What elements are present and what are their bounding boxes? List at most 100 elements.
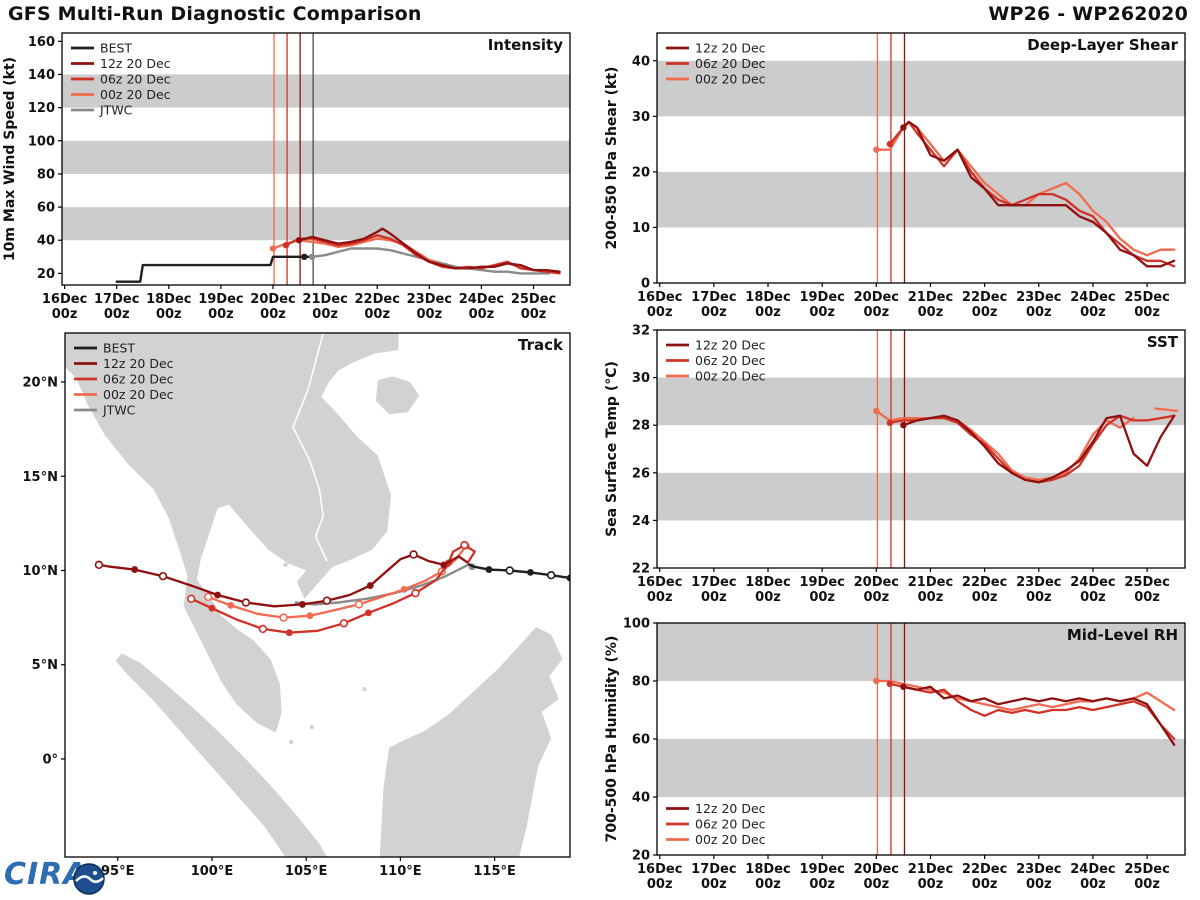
band <box>657 623 1185 681</box>
rh-xtick-label: 18Dec <box>745 862 790 877</box>
rh-ytick-label: 80 <box>632 675 650 690</box>
band <box>657 739 1185 797</box>
legend-label: 06z 20 Dec <box>100 72 171 87</box>
track-ytick-label: 5°N <box>32 658 58 673</box>
track-fix-filled <box>208 604 216 612</box>
shear-xtick-label2: 00z <box>1080 305 1106 320</box>
sst-xtick-label: 18Dec <box>745 575 790 590</box>
track-fix-filled <box>400 585 408 593</box>
series-marker <box>308 253 316 261</box>
sst-frame <box>656 329 1186 569</box>
shear-xtick-label2: 00z <box>1026 305 1052 320</box>
intensity-chart: 2040608010012014016016Dec00z17Dec00z18De… <box>2 32 571 322</box>
intensity-xtick-label2: 00z <box>469 307 495 322</box>
intensity-xtick-label: 24Dec <box>459 292 504 307</box>
shear-xtick-label: 18Dec <box>745 290 790 305</box>
intensity-xtick-label: 21Dec <box>302 292 347 307</box>
landmass <box>375 376 420 415</box>
track-fix-open <box>354 600 364 609</box>
rh-ytick-label: 60 <box>632 733 650 748</box>
rh-xtick-label2: 00z <box>918 877 944 892</box>
series-r00 <box>875 409 1135 482</box>
landmass <box>65 333 399 733</box>
band <box>657 171 1185 228</box>
rh-xtick-label2: 00z <box>647 877 673 892</box>
track-xtick-label: 115°E <box>473 864 516 879</box>
shear-xtick-label: 20Dec <box>854 290 899 305</box>
rh-ytick-label: 100 <box>623 617 650 632</box>
intensity-ytick-label: 140 <box>28 68 55 83</box>
intensity-xtick-label2: 00z <box>260 307 286 322</box>
rh-xtick-label: 19Dec <box>799 862 844 877</box>
sst-ytick-label: 24 <box>632 514 650 529</box>
sst-ytick-label: 26 <box>632 466 650 481</box>
legend-label: 00z 20 Dec <box>695 369 766 384</box>
islet <box>309 724 315 730</box>
track-xtick-label: 110°E <box>379 864 422 879</box>
shear-xtick-label: 25Dec <box>1124 290 1169 305</box>
intensity-panel: 20 40 60 80 100 120 140 160 16Dec 00z 17Dec 00z 18De… <box>0 24 600 326</box>
intensity-panel-title: Intensity <box>488 36 564 54</box>
intensity-xtick-label2: 00z <box>208 307 234 322</box>
landmass <box>115 653 327 857</box>
legend-label: 06z 20 Dec <box>695 817 766 832</box>
intensity-y-axis-label: 10m Max Wind Speed (kt) <box>2 57 18 261</box>
track-fix-open <box>322 596 332 605</box>
series-marker <box>900 422 907 429</box>
rh-plot-area <box>657 623 1185 855</box>
rh-y-axis-label: 700-500 hPa Humidity (%) <box>604 636 620 843</box>
rh-xtick-label2: 00z <box>1080 877 1106 892</box>
sst-xtick-label: 23Dec <box>1016 575 1061 590</box>
shear-plot-area <box>657 33 1185 283</box>
sst-xtick-label2: 00z <box>647 590 673 602</box>
intensity-xtick-label2: 00z <box>156 307 182 322</box>
legend-label: 12z 20 Dec <box>695 41 766 56</box>
legend-label: 00z 20 Dec <box>695 832 766 847</box>
track-fix-filled <box>285 629 293 637</box>
track-ytick-label: 10°N <box>23 564 58 579</box>
legend-label: JTWC <box>99 103 133 118</box>
shear-ytick-label: 10 <box>632 221 650 236</box>
sst-xtick-label: 21Dec <box>908 575 953 590</box>
band <box>657 472 1185 521</box>
track-map: 0° 5°N 10°N 15°N 20°N 95°E 100°E 105°E 110°E 115°… <box>23 332 571 879</box>
track-fix-filled <box>566 574 570 582</box>
shear-xtick-label: 21Dec <box>908 290 953 305</box>
intensity-xtick-label: 22Dec <box>355 292 400 307</box>
track-fix-filled <box>485 566 493 573</box>
track-fix-filled <box>366 582 374 589</box>
track-panel-title: Track <box>518 336 564 354</box>
legend-label: 06z 20 Dec <box>695 353 766 368</box>
track-jtwc <box>294 563 469 606</box>
sst-xtick-label: 24Dec <box>1070 575 1115 590</box>
sst-xtick-label: 20Dec <box>854 575 899 590</box>
shear-ytick-label: 30 <box>632 110 650 125</box>
track-fix-open <box>94 560 104 570</box>
sst-xtick-label: 25Dec <box>1124 575 1169 590</box>
rh-xtick-label: 16Dec <box>637 862 682 877</box>
sst-xtick-label2: 00z <box>972 590 998 602</box>
intensity-ytick-label: 60 <box>37 201 55 216</box>
rh-ytick-label: 40 <box>632 791 650 806</box>
legend-label: 00z 20 Dec <box>100 87 171 102</box>
series-r12 <box>902 685 1176 746</box>
track-fix-open <box>546 571 556 580</box>
islet <box>288 739 294 745</box>
sst-xtick-label2: 00z <box>809 590 835 602</box>
legend-label: 06z 20 Dec <box>695 56 766 71</box>
shear-xtick-label: 24Dec <box>1070 290 1115 305</box>
track-r06 <box>190 543 476 634</box>
track-xtick-label: 100°E <box>191 864 234 879</box>
shear-xtick-label2: 00z <box>918 305 944 320</box>
shear-xtick-label2: 00z <box>972 305 998 320</box>
track-fix-filled <box>299 601 306 608</box>
intensity-xtick-label2: 00z <box>104 307 130 322</box>
landmass <box>379 627 563 857</box>
islet <box>283 562 288 568</box>
track-fix-filled <box>306 612 314 620</box>
intensity-ytick-label: 160 <box>28 35 55 50</box>
intensity-xtick-label2: 00z <box>312 307 338 322</box>
track-fix-open <box>204 592 213 602</box>
rh-chart: 2040608010016Dec00z17Dec00z18Dec00z19Dec… <box>604 617 1186 892</box>
river <box>292 333 328 562</box>
